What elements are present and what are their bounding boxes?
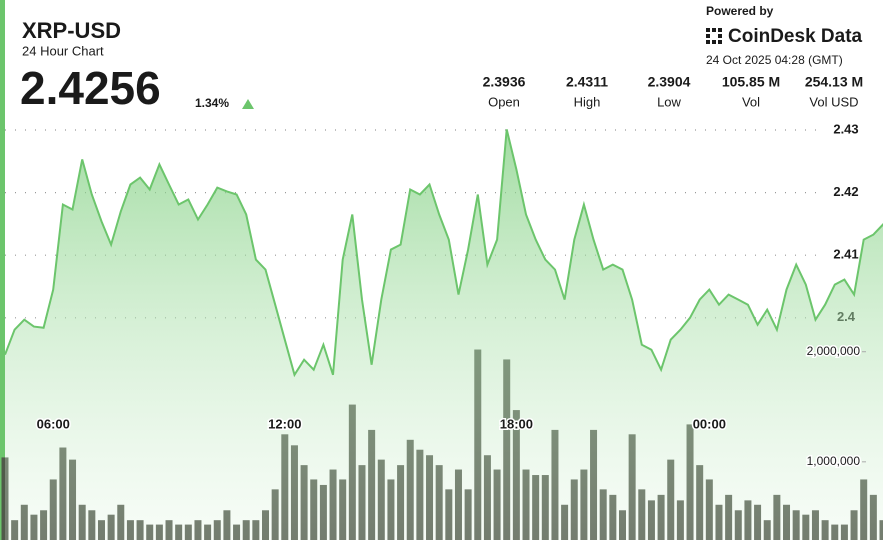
x-tick-label: 06:00 bbox=[37, 416, 70, 431]
stat-value: 2.3936 bbox=[483, 74, 526, 90]
y-tick-label: 2.41 bbox=[833, 247, 858, 262]
change: 1.34% bbox=[195, 96, 229, 110]
y2-tick-label: 1,000,000 bbox=[807, 454, 861, 468]
stat-label: Vol bbox=[742, 94, 760, 109]
price-line bbox=[4, 129, 883, 378]
stat-label: Vol USD bbox=[809, 94, 858, 109]
x-tick-label: 12:00 bbox=[268, 416, 301, 431]
y-tick-label: 2.42 bbox=[833, 184, 858, 199]
subtitle: 24 Hour Chart bbox=[22, 43, 104, 58]
x-tick-label: 00:00 bbox=[693, 416, 726, 431]
brand-icon bbox=[706, 28, 722, 44]
stat-label: Low bbox=[657, 94, 681, 109]
accent-bar bbox=[0, 0, 5, 540]
stat-label: High bbox=[574, 94, 601, 109]
y-tick-label: 2.43 bbox=[833, 121, 858, 136]
stat-value: 2.4311 bbox=[566, 74, 608, 90]
stat-value: 2.3904 bbox=[648, 74, 691, 90]
timestamp: 24 Oct 2025 04:28 (GMT) bbox=[706, 53, 843, 67]
powered-by: Powered by bbox=[706, 4, 774, 18]
stat-value: 254.13 M bbox=[805, 74, 863, 90]
price: 2.4256 bbox=[20, 62, 161, 114]
stat-label: Open bbox=[488, 94, 520, 109]
up-arrow bbox=[242, 99, 254, 109]
x-tick-label: 18:00 bbox=[500, 416, 533, 431]
y2-tick-label: 2,000,000 bbox=[807, 344, 861, 358]
stat-value: 105.85 M bbox=[722, 74, 780, 90]
price-area bbox=[5, 129, 883, 540]
brand: CoinDesk Data bbox=[728, 26, 863, 47]
title: XRP-USD bbox=[22, 18, 121, 43]
